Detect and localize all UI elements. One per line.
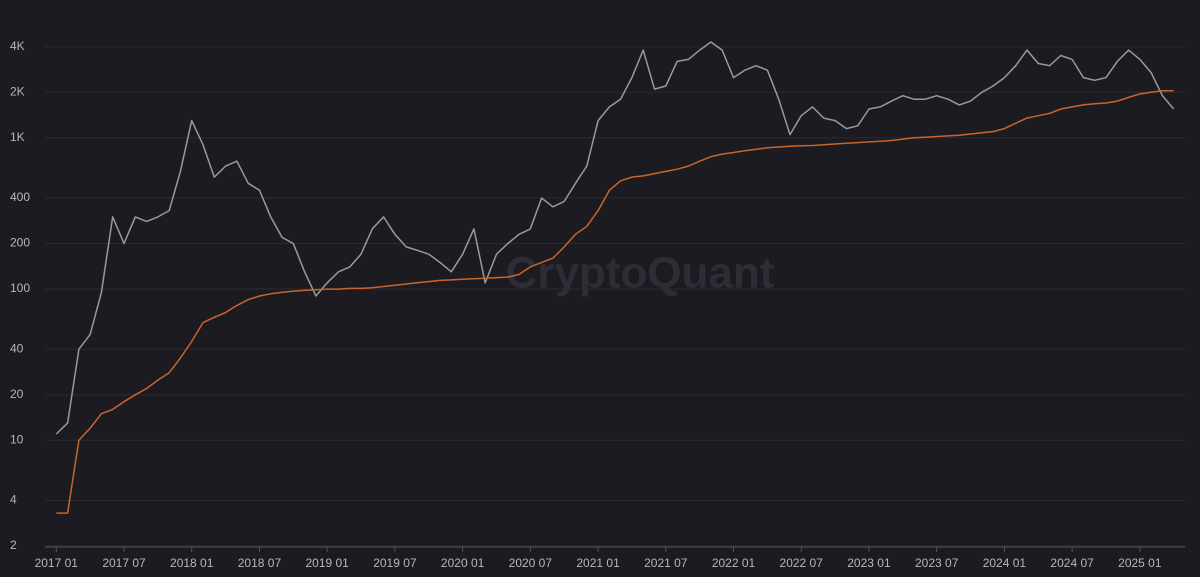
y-tick-label: 10 [10, 432, 24, 446]
x-tick-label: 2021 01 [576, 556, 620, 570]
y-tick-label: 2 [10, 538, 17, 552]
x-tick-label: 2018 01 [170, 556, 214, 570]
x-tick-label: 2022 07 [780, 556, 824, 570]
y-tick-label: 4 [10, 493, 17, 507]
series-line [55, 41, 1175, 435]
x-tick-label: 2024 07 [1050, 556, 1094, 570]
y-tick-label: 400 [10, 190, 30, 204]
x-tick-label: 2025 01 [1118, 556, 1162, 570]
y-tick-label: 20 [10, 387, 24, 401]
x-tick-label: 2021 07 [644, 556, 688, 570]
x-tick-label: 2022 01 [712, 556, 756, 570]
x-tick-label: 2020 01 [441, 556, 485, 570]
x-tick-label: 2017 07 [102, 556, 146, 570]
y-tick-label: 2K [10, 84, 25, 98]
y-tick-label: 1K [10, 130, 25, 144]
y-tick-label: 100 [10, 281, 30, 295]
x-tick-label: 2017 01 [35, 556, 79, 570]
series-line [56, 89, 1174, 514]
x-tick-label: 2018 07 [238, 556, 282, 570]
y-tick-label: 4K [10, 39, 25, 53]
x-tick-label: 2024 01 [983, 556, 1027, 570]
x-tick-label: 2019 07 [373, 556, 417, 570]
y-tick-label: 40 [10, 341, 24, 355]
watermark: CryptoQuant [506, 249, 775, 298]
x-tick-label: 2020 07 [509, 556, 553, 570]
x-tick-label: 2023 07 [915, 556, 959, 570]
x-tick-label: 2023 01 [847, 556, 891, 570]
x-tick-label: 2019 01 [305, 556, 349, 570]
y-tick-label: 200 [10, 236, 30, 250]
